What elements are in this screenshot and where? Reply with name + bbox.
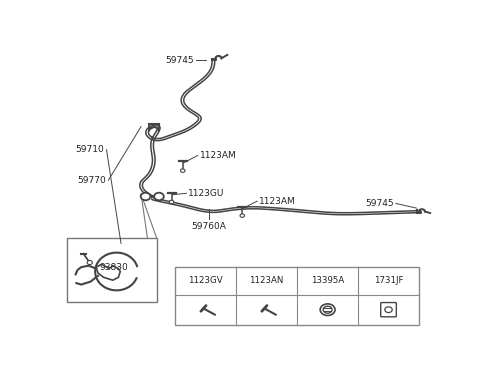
Circle shape — [180, 169, 185, 172]
Text: 93830: 93830 — [99, 263, 128, 272]
Text: 1123AM: 1123AM — [259, 197, 296, 205]
Circle shape — [240, 214, 244, 218]
Circle shape — [154, 193, 164, 200]
Circle shape — [385, 307, 392, 313]
Text: 59770: 59770 — [78, 176, 107, 185]
Text: 59760A: 59760A — [192, 222, 226, 231]
Bar — [67, 238, 156, 302]
Circle shape — [141, 193, 150, 200]
Circle shape — [87, 261, 92, 265]
Circle shape — [323, 306, 332, 313]
Text: 1123AN: 1123AN — [250, 276, 284, 285]
Text: 1123GV: 1123GV — [189, 276, 223, 285]
Text: 13395A: 13395A — [311, 276, 344, 285]
Text: 59710: 59710 — [75, 145, 104, 154]
Text: 1123GU: 1123GU — [188, 189, 225, 198]
Circle shape — [169, 200, 174, 204]
Text: 59745: 59745 — [165, 56, 194, 65]
FancyBboxPatch shape — [381, 303, 396, 317]
Text: 59745: 59745 — [365, 199, 394, 208]
Text: 1123AM: 1123AM — [200, 151, 236, 160]
Text: 1731JF: 1731JF — [374, 276, 403, 285]
Bar — [175, 267, 419, 325]
Circle shape — [320, 304, 335, 316]
